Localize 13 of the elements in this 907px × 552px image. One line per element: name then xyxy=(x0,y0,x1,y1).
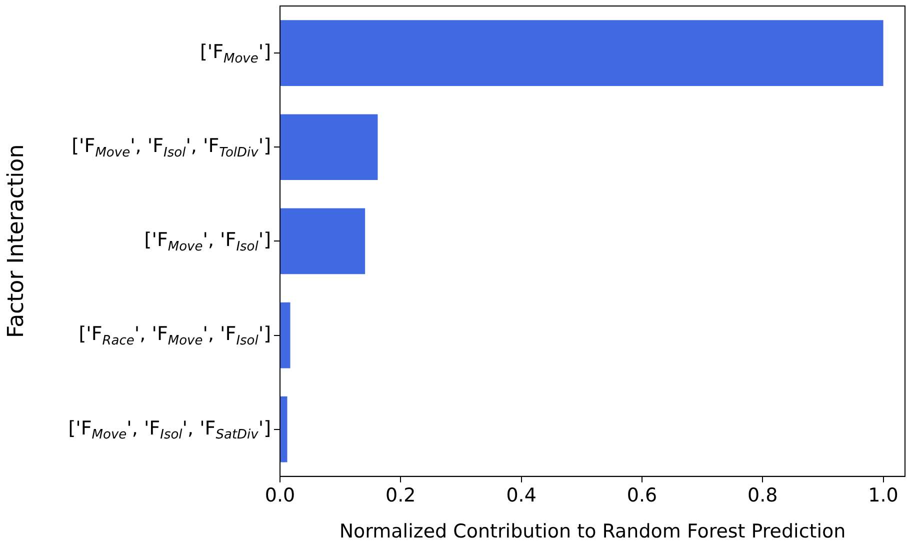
y-axis-title: Factor Interaction xyxy=(4,144,29,338)
x-tick-label: 0.4 xyxy=(506,484,536,507)
bar xyxy=(280,302,290,368)
x-tick-label: 0.2 xyxy=(386,484,416,507)
bar xyxy=(280,396,288,462)
bar xyxy=(280,114,378,180)
x-tick-label: 0.0 xyxy=(264,484,296,507)
x-tick-label: 1.0 xyxy=(868,484,898,507)
x-axis-title: Normalized Contribution to Random Forest Prediction xyxy=(339,520,846,543)
bar xyxy=(280,20,884,86)
bar xyxy=(280,208,366,274)
x-tick-label: 0.8 xyxy=(748,484,778,507)
x-tick-label: 0.6 xyxy=(626,484,658,507)
